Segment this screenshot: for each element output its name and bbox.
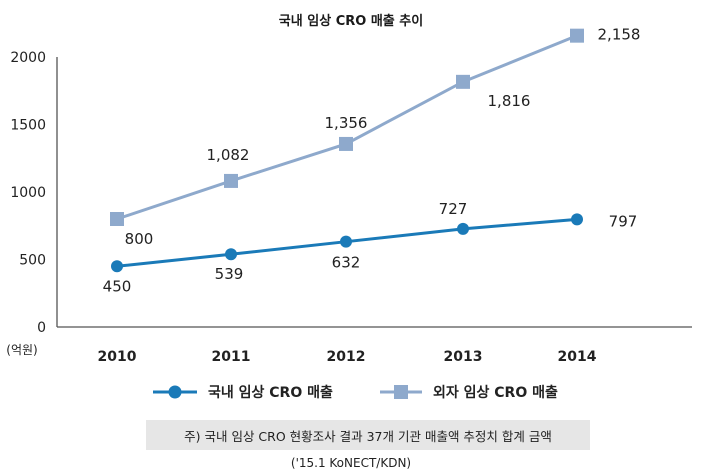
data-label: 2,158 [598, 26, 641, 44]
series-layer: 450 539 632 727 797 800 1,082 1,356 1,816 2,158 [103, 26, 641, 296]
y-tick-label: 500 [19, 253, 46, 269]
y-tick-label: 0 [37, 320, 46, 336]
data-point [225, 248, 237, 261]
data-label: 800 [125, 230, 154, 248]
x-tick-label: 2012 [327, 349, 366, 365]
data-point [571, 213, 583, 226]
legend-item: 외자 임상 CRO 매출 [380, 384, 558, 401]
legend-marker [394, 385, 408, 399]
data-point [456, 74, 470, 89]
data-point [111, 260, 123, 273]
footnote: 주) 국내 임상 CRO 현황조사 결과 37개 기관 매출액 추정치 합계 금… [146, 420, 590, 450]
data-label: 797 [609, 212, 638, 230]
data-point [570, 28, 584, 43]
data-point [457, 222, 469, 235]
legend-marker [168, 385, 182, 399]
y-tick-label: 1500 [10, 118, 46, 134]
x-tick-label: 2014 [558, 349, 597, 365]
data-point [224, 173, 238, 188]
legend-label: 국내 임상 CRO 매출 [208, 384, 333, 401]
chart-title: 국내 임상 CRO 매출 추이 [278, 14, 424, 29]
axes: 0 500 1000 1500 2000 (억원) 2010 2011 2012 2013 2014 [6, 50, 692, 365]
data-label: 1,082 [207, 146, 250, 164]
legend-label: 외자 임상 CRO 매출 [433, 384, 558, 401]
data-label: 727 [439, 200, 468, 218]
source-citation: ('15.1 KoNECT/KDN) [290, 456, 412, 470]
legend: 국내 임상 CRO 매출 외자 임상 CRO 매출 [153, 384, 558, 401]
data-label: 1,356 [325, 114, 368, 132]
data-label: 632 [332, 254, 361, 272]
data-point [340, 235, 352, 248]
y-tick-label: 1000 [10, 185, 46, 201]
data-point [110, 212, 124, 226]
legend-item: 국내 임상 CRO 매출 [153, 384, 333, 401]
y-tick-label: 2000 [10, 50, 46, 66]
data-label: 450 [103, 277, 132, 295]
data-label: 539 [215, 265, 244, 283]
data-label: 1,816 [488, 92, 531, 110]
x-tick-label: 2011 [212, 349, 251, 365]
data-point [339, 136, 353, 151]
x-tick-label: 2013 [444, 349, 483, 365]
y-unit-label: (억원) [6, 343, 37, 357]
x-tick-label: 2010 [98, 349, 137, 365]
